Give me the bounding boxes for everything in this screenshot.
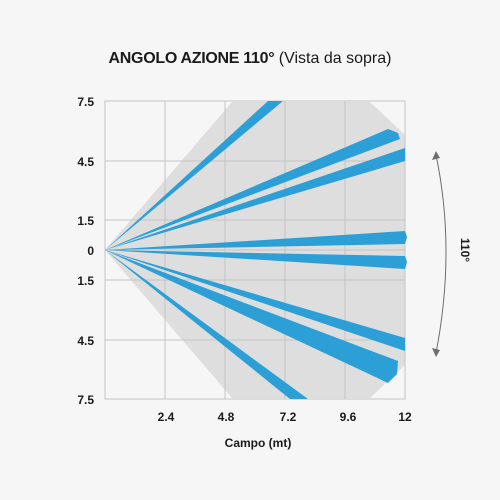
y-tick: 1.5 [77, 214, 94, 228]
title-bold: ANGOLO AZIONE 110° [108, 50, 275, 67]
y-tick: 7.5 [77, 393, 94, 407]
beam-7 [105, 250, 398, 383]
x-tick: 9.6 [340, 410, 357, 424]
y-tick: 0 [87, 244, 94, 258]
arrow-up-icon [432, 151, 440, 160]
beam-8 [105, 250, 308, 399]
arrow-down-icon [432, 348, 440, 357]
y-tick: 7.5 [77, 95, 94, 109]
angle-arc [435, 154, 447, 354]
y-tick: 4.5 [77, 155, 94, 169]
beams [105, 101, 407, 399]
x-axis: 2.4 4.8 7.2 9.6 12 Campo (mt) [158, 410, 412, 450]
beam-6 [105, 250, 405, 351]
title-subtitle: (Vista da sopra) [278, 50, 392, 67]
angle-indicator: 110° [432, 151, 472, 357]
x-tick: 7.2 [280, 410, 297, 424]
beam-5 [105, 250, 407, 269]
beam-3 [105, 148, 405, 250]
beam-4 [105, 231, 407, 250]
y-axis: 7.5 4.5 1.5 0 1.5 4.5 7.5 [77, 95, 94, 407]
beam-1 [105, 101, 283, 250]
beam-2 [105, 129, 400, 250]
x-tick: 4.8 [218, 410, 235, 424]
diagram-title: ANGOLO AZIONE 110° (Vista da sopra) [0, 50, 500, 68]
y-tick: 4.5 [77, 334, 94, 348]
angle-label: 110° [458, 238, 472, 262]
x-tick: 2.4 [158, 410, 175, 424]
x-tick: 12 [398, 410, 412, 424]
x-axis-label: Campo (mt) [225, 436, 292, 450]
y-tick: 1.5 [77, 274, 94, 288]
